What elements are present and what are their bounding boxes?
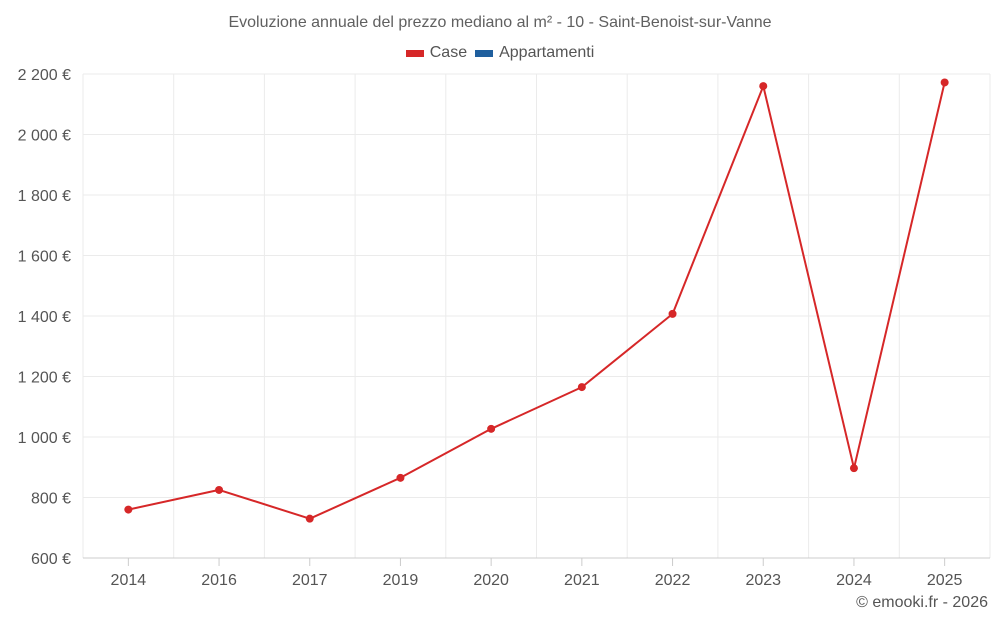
- legend-swatch-appartamenti: [475, 49, 494, 57]
- data-point: [396, 473, 405, 482]
- x-tick-label: 2020: [473, 572, 509, 589]
- y-tick-label: 1 400 €: [18, 309, 71, 326]
- x-tick-label: 2017: [292, 572, 328, 589]
- data-point: [124, 505, 133, 514]
- y-tick-label: 800 €: [31, 491, 71, 508]
- series-line-case: [128, 82, 946, 520]
- y-tick-label: 1 000 €: [18, 430, 71, 447]
- chart-title: Evoluzione annuale del prezzo mediano al…: [228, 14, 772, 31]
- data-point: [305, 514, 314, 523]
- legend-item-case[interactable]: Case: [405, 44, 468, 62]
- x-tick-label: 2021: [564, 572, 600, 589]
- x-tick-label: 2024: [836, 572, 872, 589]
- data-point: [215, 485, 224, 494]
- legend: Case Appartamenti: [0, 44, 1000, 62]
- x-tick-label: 2022: [655, 572, 691, 589]
- legend-label-case: Case: [429, 44, 468, 61]
- x-tick-label: 2016: [201, 572, 237, 589]
- data-point: [668, 309, 677, 318]
- data-point: [849, 464, 858, 473]
- y-tick-label: 2 200 €: [18, 67, 71, 84]
- legend-label-appartamenti: Appartamenti: [499, 44, 595, 61]
- legend-swatch-case: [405, 49, 424, 57]
- y-tick-label: 1 600 €: [18, 249, 71, 266]
- y-tick-label: 1 200 €: [18, 370, 71, 387]
- data-point: [577, 383, 586, 392]
- x-tick-label: 2019: [383, 572, 419, 589]
- legend-item-appartamenti[interactable]: Appartamenti: [475, 44, 594, 62]
- data-point: [759, 82, 768, 91]
- y-tick-label: 1 800 €: [18, 188, 71, 205]
- data-point: [487, 424, 496, 433]
- y-tick-label: 600 €: [31, 551, 71, 568]
- credit-text: © emooki.fr - 2026: [856, 594, 988, 611]
- data-point: [940, 78, 949, 87]
- y-tick-label: 2 000 €: [18, 128, 71, 145]
- x-tick-label: 2023: [745, 572, 781, 589]
- x-tick-label: 2025: [927, 572, 963, 589]
- x-tick-label: 2014: [111, 572, 147, 589]
